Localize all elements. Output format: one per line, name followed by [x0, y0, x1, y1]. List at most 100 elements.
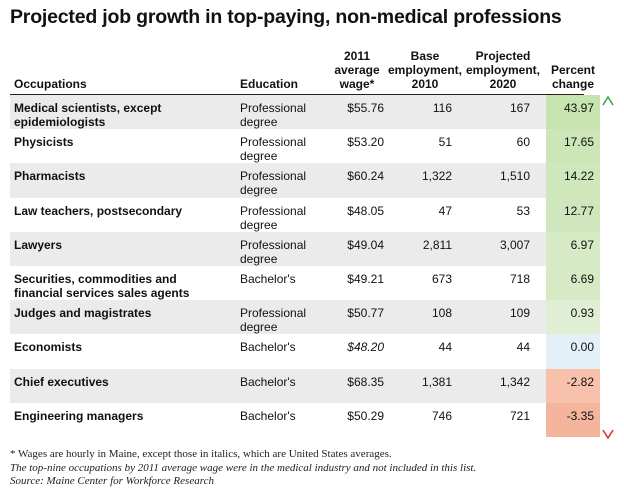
percent-change-fill — [546, 265, 600, 301]
header-pct-line: Percent — [550, 63, 596, 77]
base-employment-cell: 1,322 — [421, 169, 452, 184]
percent-change-cell: 17.65 — [563, 135, 594, 150]
education-cell-line: Bachelor's — [240, 271, 296, 286]
header-base-employment: Base employment, 2010 — [388, 49, 462, 91]
projected-employment-cell: 1,342 — [499, 374, 530, 389]
occupation-cell-line: Medical scientists, except — [14, 101, 162, 115]
projected-employment-cell: 718 — [509, 271, 530, 286]
header-wage-line: average — [334, 63, 380, 77]
footnote-source: Source: Maine Center for Workforce Resea… — [10, 475, 214, 487]
occupation-cell-line: Engineering managers — [14, 408, 144, 423]
wage-cell: $49.21 — [347, 271, 384, 286]
header-percent-change: Percent change — [546, 63, 600, 91]
percent-change-fill — [546, 368, 600, 403]
projected-employment-cell: 721 — [509, 408, 530, 423]
header-education: Education — [240, 77, 299, 91]
occupation-cell-line: Economists — [14, 340, 83, 355]
education-cell: Professional degree — [240, 169, 330, 197]
header-base-line: employment, — [388, 63, 463, 77]
footnote-exclusion: The top-nine occupations by 2011 average… — [10, 461, 477, 474]
chart-title: Projected job growth in top-paying, non-… — [10, 6, 562, 28]
wage-cell: $49.04 — [347, 237, 384, 252]
wage-cell: $48.05 — [347, 203, 384, 218]
occupation-cell-line: Judges and magistrates — [14, 306, 152, 321]
percent-change-fill — [546, 231, 600, 266]
header-pct-line: change — [551, 77, 594, 91]
education-cell: Bachelor's — [240, 272, 330, 286]
wage-cell: $55.76 — [347, 101, 384, 115]
occupation-cell: Economists — [14, 340, 234, 354]
percent-change-cell: 6.97 — [570, 237, 594, 252]
percent-change-fill — [546, 300, 600, 335]
education-cell: Professional degree — [240, 101, 330, 129]
percent-change-cell: 6.69 — [570, 271, 594, 286]
education-cell-line: Professional — [240, 101, 307, 115]
education-cell-line: degree — [240, 251, 278, 266]
header-projected-employment: Projected employment, 2020 — [466, 49, 540, 91]
education-cell-line: degree — [240, 217, 278, 232]
occupation-cell: Pharmacists — [14, 169, 234, 183]
header-occupations: Occupations — [14, 77, 87, 91]
table-row: Judges and magistrates Professional degree… — [10, 300, 600, 335]
occupation-cell-line: Lawyers — [14, 237, 63, 252]
percent-change-fill — [546, 402, 600, 437]
wage-cell: $50.77 — [347, 306, 384, 321]
education-cell-line: degree — [240, 320, 278, 335]
education-cell: Professional degree — [240, 204, 330, 232]
base-employment-cell: 746 — [431, 408, 452, 423]
base-employment-cell: 2,811 — [422, 237, 452, 252]
education-cell-line: degree — [240, 115, 278, 129]
wage-cell: $60.24 — [347, 169, 384, 184]
percent-change-cell: 0.93 — [570, 306, 594, 321]
base-employment-cell: 116 — [432, 101, 452, 115]
footnote-wages: * Wages are hourly in Maine, except thos… — [10, 448, 392, 460]
projected-employment-cell: 167 — [509, 101, 530, 115]
header-base-line: Base — [410, 49, 440, 63]
wage-cell: $68.35 — [347, 374, 384, 389]
education-cell-line: Professional — [240, 237, 307, 252]
arrow-down-head — [602, 429, 614, 440]
occupation-cell: Securities, commodities and financial ser… — [14, 272, 234, 300]
occupation-cell-line: Law teachers, postsecondary — [14, 203, 183, 218]
table-row: Economists Bachelor's $48.20 44 44 0.00 — [10, 334, 600, 369]
education-cell-line: degree — [240, 149, 278, 164]
wage-cell: $53.20 — [347, 135, 384, 150]
occupation-cell-line: Chief executives — [14, 374, 109, 389]
percent-change-cell: -3.35 — [566, 408, 594, 423]
projected-employment-cell: 53 — [516, 203, 530, 218]
header-divider — [10, 94, 584, 95]
table-row: Chief executives Bachelor's $68.35 1,381 1,3… — [10, 368, 600, 403]
occupation-cell: Medical scientists, except epidemiologist… — [14, 101, 234, 129]
projected-employment-cell: 44 — [516, 340, 530, 355]
trend-arrow — [602, 95, 614, 440]
occupation-cell: Law teachers, postsecondary — [14, 204, 234, 218]
education-cell-line: Professional — [240, 203, 307, 218]
occupation-cell: Lawyers — [14, 238, 234, 252]
table-row: Engineering managers Bachelor's $50.29 746 7… — [10, 402, 600, 437]
table-row: Law teachers, postsecondary Professional d… — [10, 197, 600, 232]
occupation-cell-line: epidemiologists — [14, 115, 106, 129]
education-cell: Bachelor's — [240, 375, 330, 389]
table-row: Physicists Professional degree $53.20 51 60 17… — [10, 129, 600, 164]
header-wage-line: wage* — [339, 77, 375, 91]
header-proj-line: Projected — [475, 49, 531, 63]
footnotes: * Wages are hourly in Maine, except thos… — [10, 448, 620, 489]
education-cell: Professional degree — [240, 135, 330, 163]
percent-change-cell: -2.82 — [566, 374, 594, 389]
percent-change-fill — [546, 95, 600, 130]
percent-change-cell: 14.22 — [563, 169, 594, 184]
occupation-cell: Engineering managers — [14, 409, 234, 423]
header-wage: 2011 average wage* — [330, 49, 384, 91]
percent-change-fill — [546, 197, 600, 232]
base-employment-cell: 108 — [431, 306, 452, 321]
occupation-cell-line: Pharmacists — [14, 169, 86, 184]
occupation-cell-line: Securities, commodities and — [14, 271, 177, 286]
education-cell: Professional degree — [240, 238, 330, 266]
percent-change-fill — [546, 334, 600, 369]
education-cell-line: Professional — [240, 169, 307, 184]
projected-employment-cell: 3,007 — [499, 237, 530, 252]
education-cell-line: Professional — [240, 306, 307, 321]
header-wage-line: 2011 — [343, 49, 371, 63]
education-cell: Bachelor's — [240, 340, 330, 354]
table-row: Medical scientists, except epidemiologist… — [10, 95, 600, 130]
